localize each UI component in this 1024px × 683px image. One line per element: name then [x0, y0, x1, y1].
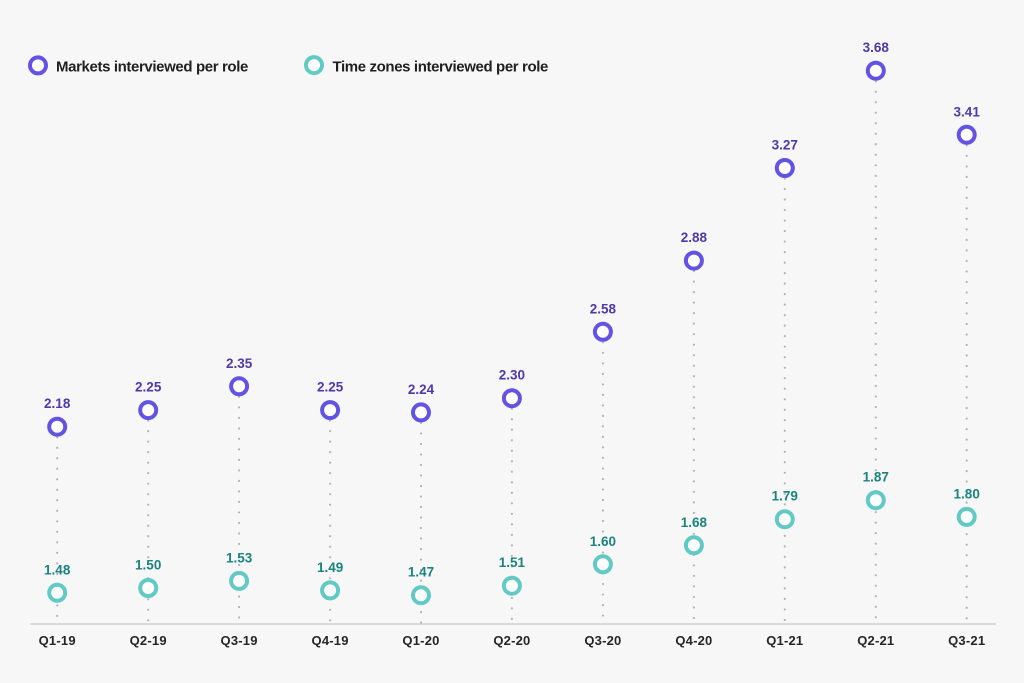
svg-text:Q4-19: Q4-19: [312, 633, 349, 648]
svg-text:2.24: 2.24: [408, 382, 435, 397]
svg-text:3.68: 3.68: [863, 40, 890, 55]
svg-text:1.80: 1.80: [954, 486, 980, 501]
svg-text:Q3-19: Q3-19: [221, 633, 258, 648]
svg-text:2.35: 2.35: [226, 356, 253, 371]
svg-text:2.18: 2.18: [44, 396, 71, 411]
svg-text:1.47: 1.47: [408, 565, 434, 580]
svg-text:1.87: 1.87: [863, 470, 889, 485]
svg-text:1.53: 1.53: [226, 550, 253, 565]
svg-text:Time zones interviewed per rol: Time zones interviewed per role: [333, 59, 549, 76]
svg-text:Q1-20: Q1-20: [402, 633, 439, 648]
svg-text:2.88: 2.88: [681, 230, 708, 245]
svg-text:Q2-19: Q2-19: [130, 633, 167, 648]
svg-text:Q2-20: Q2-20: [493, 633, 530, 648]
svg-text:Q3-21: Q3-21: [948, 633, 985, 648]
svg-text:Q2-21: Q2-21: [857, 633, 894, 648]
svg-text:Q3-20: Q3-20: [584, 633, 621, 648]
svg-text:2.30: 2.30: [499, 368, 525, 383]
svg-text:1.50: 1.50: [135, 558, 161, 573]
svg-text:1.48: 1.48: [44, 562, 71, 577]
svg-text:2.25: 2.25: [317, 380, 344, 395]
svg-text:3.27: 3.27: [772, 138, 798, 153]
svg-text:2.25: 2.25: [135, 380, 162, 395]
svg-text:1.79: 1.79: [772, 489, 798, 504]
svg-text:3.41: 3.41: [954, 104, 981, 119]
svg-text:2.58: 2.58: [590, 301, 617, 316]
svg-text:Q1-21: Q1-21: [766, 633, 803, 648]
svg-text:Q1-19: Q1-19: [39, 633, 76, 648]
svg-text:1.49: 1.49: [317, 560, 343, 575]
svg-text:Q4-20: Q4-20: [675, 633, 712, 648]
svg-text:1.68: 1.68: [681, 515, 708, 530]
svg-text:Markets interviewed per role: Markets interviewed per role: [56, 59, 248, 76]
svg-text:1.51: 1.51: [499, 555, 526, 570]
svg-text:1.60: 1.60: [590, 534, 616, 549]
